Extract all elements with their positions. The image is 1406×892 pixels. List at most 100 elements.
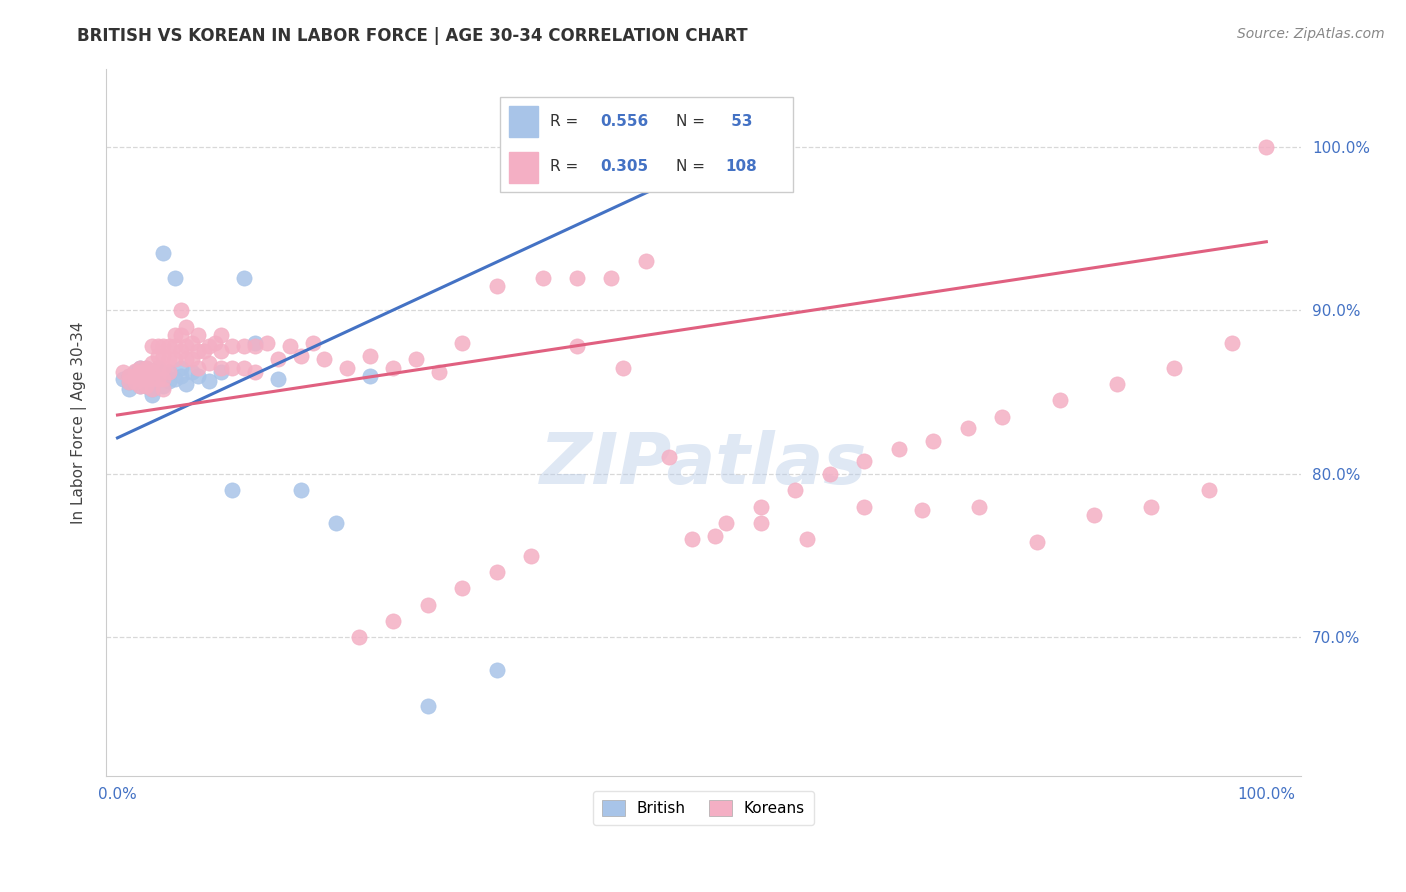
- Point: [135, 378, 157, 392]
- Point: [152, 349, 174, 363]
- Point: [141, 372, 163, 386]
- Point: [129, 372, 152, 386]
- Point: [1220, 336, 1243, 351]
- Point: [163, 352, 186, 367]
- Point: [520, 549, 543, 563]
- Point: [141, 364, 163, 378]
- Point: [578, 140, 600, 154]
- Point: [1163, 360, 1185, 375]
- Legend: British, Koreans: British, Koreans: [592, 791, 814, 825]
- Point: [818, 467, 841, 481]
- Point: [118, 382, 141, 396]
- Point: [256, 336, 278, 351]
- Point: [716, 516, 738, 530]
- Point: [278, 339, 301, 353]
- Point: [221, 483, 243, 498]
- Point: [146, 360, 169, 375]
- Point: [267, 352, 290, 367]
- Point: [152, 339, 174, 353]
- Point: [911, 503, 934, 517]
- Point: [146, 372, 169, 386]
- Point: [209, 327, 232, 342]
- Point: [141, 356, 163, 370]
- Point: [152, 378, 174, 392]
- Point: [221, 360, 243, 375]
- Point: [152, 372, 174, 386]
- Point: [451, 581, 474, 595]
- Point: [887, 442, 910, 457]
- Point: [124, 368, 146, 383]
- Point: [163, 270, 186, 285]
- Point: [416, 598, 439, 612]
- Point: [124, 376, 146, 390]
- Point: [157, 374, 180, 388]
- Point: [198, 339, 221, 353]
- Point: [967, 500, 990, 514]
- Point: [634, 254, 657, 268]
- Point: [129, 378, 152, 392]
- Point: [232, 270, 254, 285]
- Point: [245, 336, 267, 351]
- Point: [135, 366, 157, 380]
- Point: [141, 382, 163, 396]
- Point: [187, 360, 209, 375]
- Point: [612, 140, 634, 154]
- Point: [1083, 508, 1105, 522]
- Point: [157, 352, 180, 367]
- Point: [204, 336, 226, 351]
- Point: [359, 368, 381, 383]
- Point: [853, 500, 876, 514]
- Point: [124, 368, 146, 383]
- Point: [181, 336, 204, 351]
- Point: [181, 366, 204, 380]
- Point: [1140, 500, 1163, 514]
- Point: [1105, 376, 1128, 391]
- Point: [169, 360, 191, 375]
- Point: [359, 349, 381, 363]
- Point: [543, 140, 565, 154]
- Point: [198, 374, 221, 388]
- Point: [146, 366, 169, 380]
- Point: [612, 360, 634, 375]
- Point: [169, 327, 191, 342]
- Point: [221, 339, 243, 353]
- Point: [485, 278, 508, 293]
- Point: [314, 352, 336, 367]
- Point: [112, 366, 135, 380]
- Point: [176, 339, 198, 353]
- Point: [135, 360, 157, 375]
- Point: [290, 483, 312, 498]
- Point: [152, 382, 174, 396]
- Point: [169, 303, 191, 318]
- Point: [157, 339, 180, 353]
- Point: [991, 409, 1014, 424]
- Point: [749, 516, 772, 530]
- Point: [209, 366, 232, 380]
- Point: [922, 434, 945, 449]
- Point: [163, 339, 186, 353]
- Point: [187, 327, 209, 342]
- Point: [169, 344, 191, 359]
- Point: [347, 630, 370, 644]
- Point: [187, 344, 209, 359]
- Point: [163, 372, 186, 386]
- Point: [141, 376, 163, 391]
- Point: [152, 360, 174, 375]
- Point: [135, 372, 157, 386]
- Point: [124, 366, 146, 380]
- Point: [232, 360, 254, 375]
- Point: [509, 140, 531, 154]
- Point: [141, 374, 163, 388]
- Point: [531, 270, 554, 285]
- Point: [152, 246, 174, 260]
- Point: [118, 376, 141, 390]
- Point: [112, 372, 135, 386]
- Point: [796, 532, 818, 546]
- Point: [176, 319, 198, 334]
- Point: [187, 368, 209, 383]
- Point: [565, 270, 588, 285]
- Point: [451, 336, 474, 351]
- Point: [1049, 393, 1071, 408]
- Point: [129, 366, 152, 380]
- Point: [146, 372, 169, 386]
